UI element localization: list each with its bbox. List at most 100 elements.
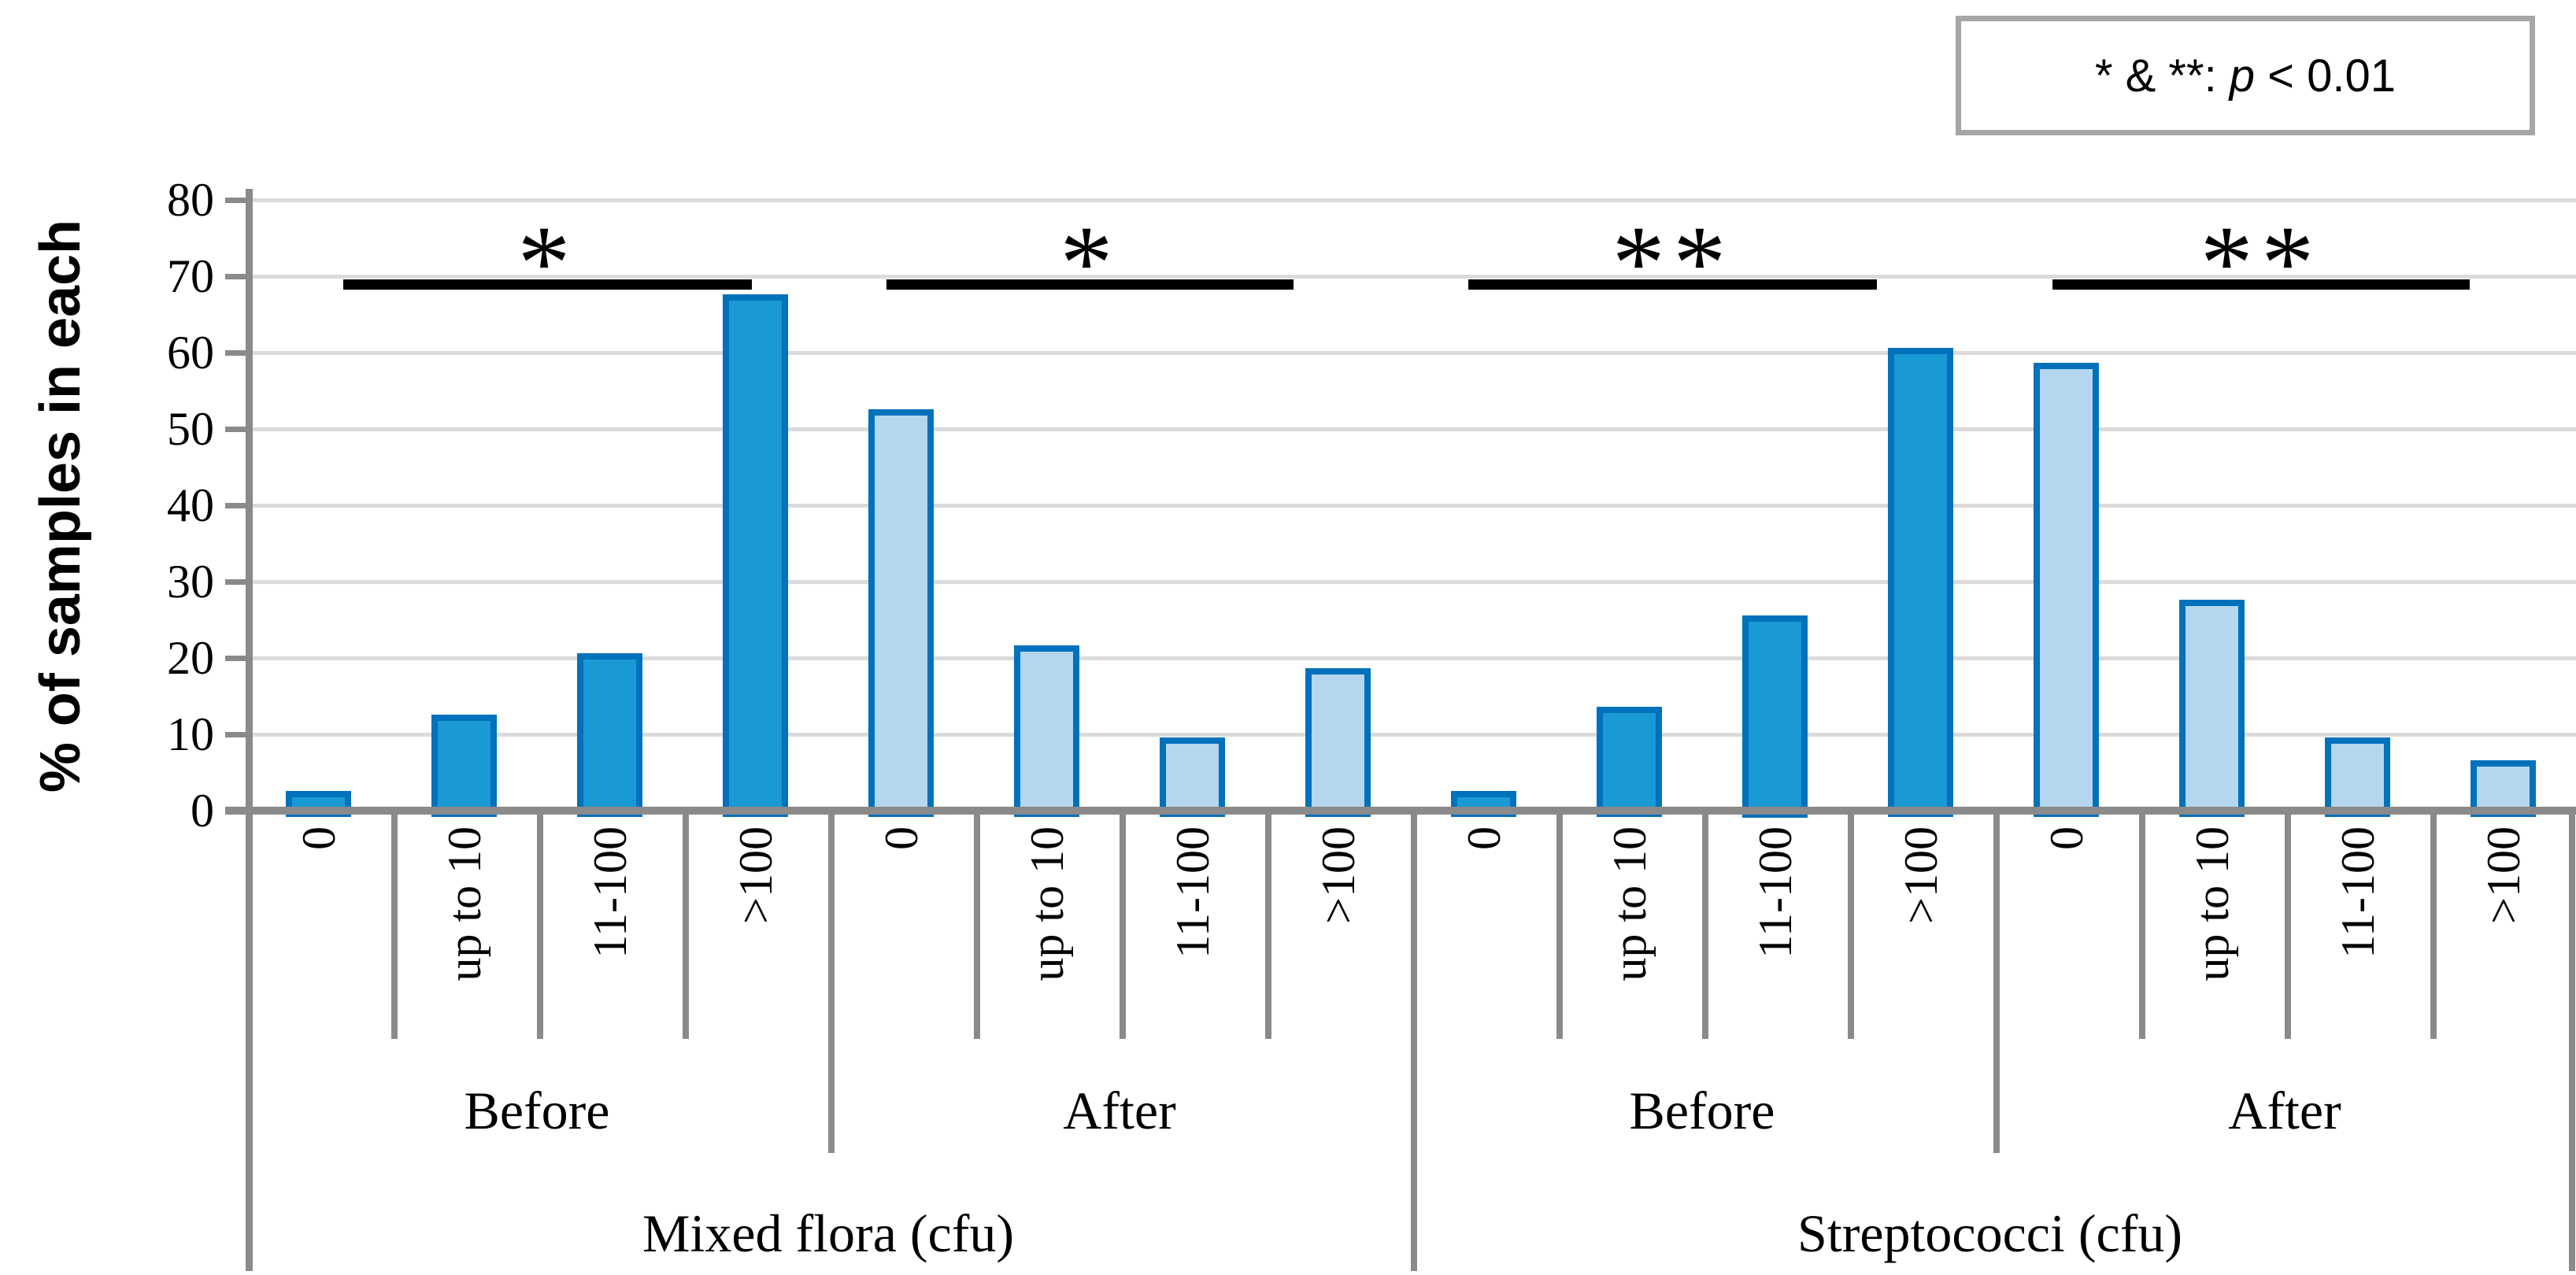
separator [828,811,835,1153]
x-category-label-text: 0 [875,826,927,850]
gridline [246,580,2576,584]
x-category-label: >100 [1848,826,1993,1051]
y-axis-title: % of samples in each [29,219,92,793]
x-category-label: up to 10 [391,826,537,1051]
gridline [246,504,2576,508]
gridline [246,198,2576,202]
x-category-label-text: up to 10 [1020,826,1073,981]
legend-text-suffix: < 0.01 [2255,50,2396,102]
y-tick-label: 50 [167,403,214,455]
separator [683,811,689,1039]
axis-baseline [225,807,2576,815]
x-category-label-text: >100 [2477,826,2530,924]
bar [723,294,788,817]
significance-line [1468,279,1877,290]
x-category-label-text: 0 [1457,826,1510,850]
y-tick-label: 70 [167,250,214,302]
group-label: Mixed flora (cfu) [642,1203,1014,1263]
group-label: Streptococci (cfu) [1797,1203,2182,1263]
x-category-label-text: >100 [1894,826,1947,924]
bar [1597,707,1662,817]
significance-line [343,279,752,290]
y-tick [225,198,246,203]
significance-marker: ** [2200,205,2322,322]
separator [2285,811,2291,1039]
bar [1742,615,1808,818]
legend-text: * & **: p < 0.01 [2095,50,2396,102]
bar [1305,668,1371,817]
x-category-label-text: >100 [1312,826,1364,924]
bar [1014,645,1079,817]
significance-line [886,279,1294,290]
separator [1556,811,1563,1039]
y-tick-label: 40 [167,479,214,531]
x-category-label-text: up to 10 [1603,826,1656,981]
subgroup-label: After [2228,1081,2341,1140]
x-category-label-text: 11-100 [583,826,636,959]
gridline [246,733,2576,737]
x-category-label: 11-100 [1702,826,1848,1051]
x-category-label-text: up to 10 [438,826,490,981]
y-tick [225,732,246,737]
y-tick-label: 30 [167,556,214,608]
x-category-label: 11-100 [537,826,683,1051]
x-category-label: up to 10 [974,826,1120,1051]
x-category-label: 0 [828,826,974,1051]
separator [1411,811,1417,1271]
x-category-label: >100 [2430,826,2576,1051]
gridline [246,351,2576,355]
separator [2569,811,2575,1271]
separator [1702,811,1708,1039]
x-category-label: up to 10 [2139,826,2285,1051]
separator [2139,811,2145,1039]
y-tick [225,579,246,585]
x-category-label-text: 11-100 [2331,826,2384,959]
gridline [246,275,2576,279]
y-axis-line [246,189,253,1271]
x-category-label-text: 0 [292,826,345,850]
x-category-label: 0 [1411,826,1556,1051]
y-tick-label: 10 [167,708,214,760]
x-category-label: 0 [246,826,391,1051]
x-category-label-text: 11-100 [1166,826,1219,959]
separator [1848,811,1854,1039]
y-tick [225,350,246,356]
legend-text-prefix: * & **: [2094,50,2230,102]
y-tick [225,503,246,508]
x-category-label-text: 0 [2040,826,2093,850]
separator [1120,811,1126,1039]
bar [577,653,642,817]
y-tick-label: 20 [167,632,214,684]
x-category-label: >100 [1265,826,1411,1051]
separator [1993,811,2000,1153]
bar [2325,737,2390,817]
gridline [246,656,2576,660]
bar [1888,348,1953,817]
y-tick-label: 80 [167,174,214,226]
x-category-label-text: >100 [729,826,782,924]
y-tick [225,427,246,432]
x-category-label: >100 [683,826,828,1051]
separator [1265,811,1271,1039]
x-category-label: 11-100 [1120,826,1265,1051]
separator [974,811,980,1039]
separator [2430,811,2437,1039]
significance-marker: ** [1612,205,1734,322]
y-tick-label: 60 [167,327,214,379]
bar [1160,737,1225,817]
bar [431,715,497,817]
y-tick [225,656,246,661]
x-category-label: 0 [1993,826,2139,1051]
y-tick-label: 0 [191,785,214,837]
bar [2179,600,2245,817]
bar [2034,363,2099,817]
x-category-label-text: 11-100 [1749,826,1801,959]
subgroup-label: After [1063,1081,1176,1140]
significance-line [2052,279,2470,290]
x-category-label: 11-100 [2285,826,2430,1051]
gridline [246,427,2576,431]
significance-marker: * [1060,205,1121,322]
separator [391,811,398,1039]
y-tick [225,274,246,279]
